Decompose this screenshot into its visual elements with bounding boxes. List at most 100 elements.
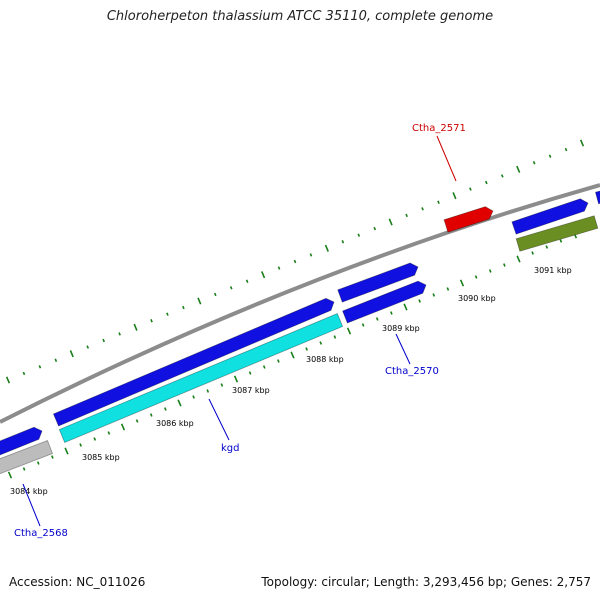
gene-label-leader	[395, 333, 411, 365]
tick-labels: 3084 kbp 3085 kbp 3086 kbp 3087 kbp 3088 kbp…	[10, 266, 572, 496]
inner-tick	[93, 437, 97, 441]
outer-tick	[532, 161, 536, 165]
gene-grey-1	[0, 439, 54, 475]
inner-tick	[418, 299, 421, 303]
accession-text: Accession: NC_011026	[9, 575, 146, 589]
inner-tick	[64, 447, 69, 455]
inner-tick	[220, 383, 224, 387]
outer-tick	[437, 200, 440, 204]
outer-tick	[5, 376, 11, 384]
outer-tick	[293, 259, 297, 264]
outer-tick	[245, 279, 249, 283]
inner-tick	[390, 311, 393, 315]
genome-summary-text: Topology: circular; Length: 3,293,456 bp…	[261, 575, 591, 589]
gene-blue-4	[511, 198, 589, 235]
outer-tick	[500, 174, 504, 178]
tick-label: 3086 kbp	[156, 419, 194, 428]
outer-tick	[102, 338, 105, 343]
outer-tick	[22, 371, 26, 376]
gene-blue-3	[337, 262, 419, 303]
outer-tick	[452, 192, 457, 200]
outer-tick	[324, 244, 329, 252]
inner-tick	[192, 395, 195, 399]
outer-tick	[388, 218, 393, 226]
genome-backbone	[0, 183, 600, 424]
inner-tick	[403, 303, 408, 311]
outer-tick	[421, 207, 424, 211]
inner-tick	[248, 371, 252, 375]
inner-tick	[545, 245, 549, 249]
outer-tick	[548, 154, 552, 158]
gene-label: Ctha_2568	[14, 528, 68, 539]
outer-tick	[261, 271, 266, 279]
outer-tick	[405, 213, 408, 218]
outer-tick	[564, 147, 568, 152]
gene-label-leader	[22, 483, 41, 527]
inner-tick	[51, 455, 54, 459]
gene-label-leader	[208, 398, 230, 441]
outer-tick-row	[5, 139, 585, 384]
outer-tick	[357, 233, 361, 237]
outer-tick	[69, 350, 74, 358]
gene-label-leaders	[22, 135, 457, 527]
inner-tick	[107, 431, 111, 435]
gene-blue-5	[594, 190, 600, 205]
gene-ctha-2570	[342, 280, 427, 324]
outer-tick	[213, 292, 217, 297]
tick-label: 3085 kbp	[82, 453, 120, 462]
inner-tick-row	[7, 231, 578, 479]
outer-tick	[579, 139, 585, 147]
tick-label: 3084 kbp	[10, 487, 48, 496]
tick-label: 3091 kbp	[534, 266, 572, 275]
outer-tick	[373, 226, 377, 231]
gene-label: Ctha_2570	[385, 366, 439, 377]
inner-tick	[7, 471, 13, 479]
outer-tick	[516, 165, 521, 173]
tick-label: 3090 kbp	[458, 294, 496, 303]
outer-tick	[277, 266, 281, 270]
gene-features	[0, 190, 600, 475]
outer-tick	[341, 240, 345, 244]
inner-tick	[120, 423, 126, 431]
gene-kgd	[58, 313, 344, 443]
inner-tick	[22, 467, 26, 471]
inner-tick	[346, 327, 352, 335]
outer-tick	[54, 358, 58, 362]
inner-tick	[233, 375, 239, 383]
outer-tick	[182, 305, 185, 310]
tick-label: 3088 kbp	[306, 355, 344, 364]
outer-tick	[229, 286, 233, 290]
inner-tick	[516, 255, 521, 263]
inner-tick	[79, 443, 82, 447]
gene-label: Ctha_2571	[412, 123, 466, 134]
outer-tick	[118, 332, 121, 336]
outer-tick	[485, 180, 488, 185]
gene-ctha-2571	[443, 206, 494, 233]
inner-tick	[503, 263, 506, 267]
inner-tick	[319, 341, 323, 345]
tick-label: 3087 kbp	[232, 386, 270, 395]
gene-olive-1	[515, 215, 599, 252]
inner-tick	[149, 413, 153, 417]
gene-blue-1	[0, 426, 43, 456]
outer-tick	[150, 319, 153, 323]
map-title: Chloroherpeton thalassium ATCC 35110, co…	[106, 9, 494, 24]
inner-tick	[459, 279, 465, 287]
outer-tick	[309, 253, 313, 257]
inner-tick	[164, 407, 167, 411]
inner-tick	[559, 239, 563, 243]
outer-tick	[86, 345, 90, 349]
outer-tick	[133, 323, 138, 331]
gene-label: kgd	[221, 443, 240, 454]
outer-tick	[38, 365, 42, 369]
inner-tick	[135, 419, 139, 423]
inner-tick	[474, 275, 478, 279]
inner-tick	[432, 293, 436, 297]
inner-tick	[262, 365, 266, 369]
gene-label-leader	[436, 135, 457, 182]
inner-tick	[177, 399, 182, 407]
outer-tick	[166, 312, 169, 316]
inner-tick	[305, 347, 308, 351]
